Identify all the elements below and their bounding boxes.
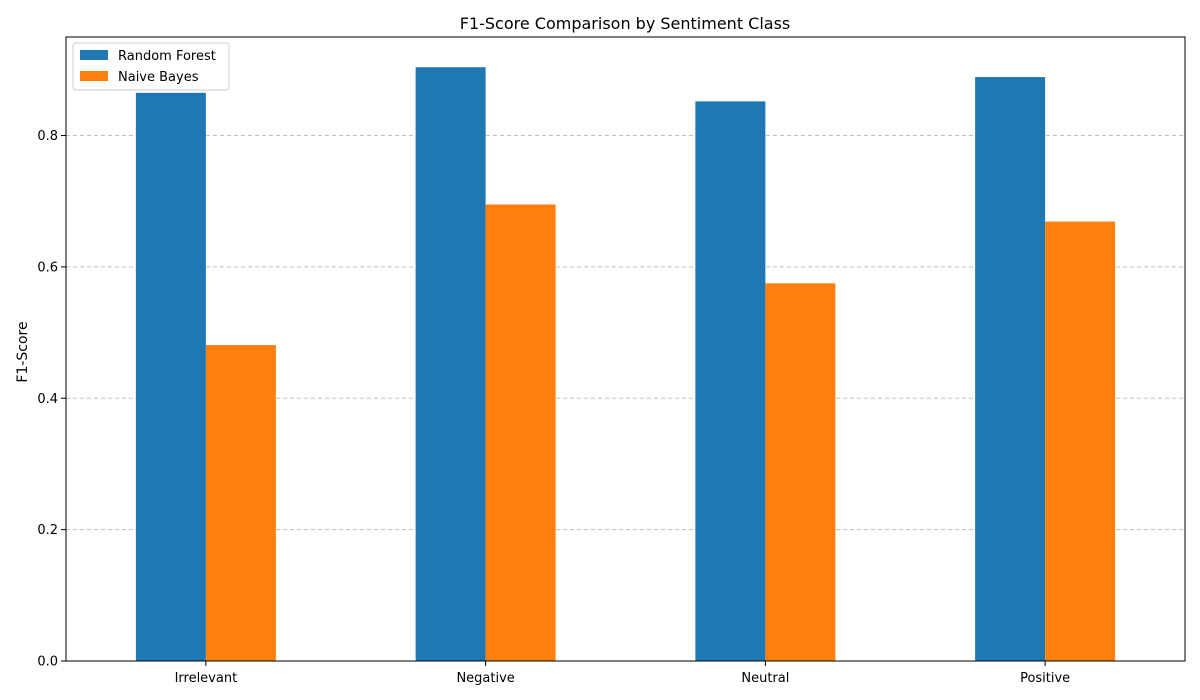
y-axis-ticks: 0.0 0.2 0.4 0.6 0.8 [37, 129, 66, 670]
bar-naive-bayes-positive [1045, 221, 1116, 661]
y-tick-label: 0.6 [37, 260, 58, 275]
bar-random-forest-irrelevant [135, 92, 206, 661]
legend-swatch-random-forest [80, 50, 108, 60]
bar-naive-bayes-irrelevant [205, 345, 276, 661]
legend-label-random-forest: Random Forest [118, 49, 216, 64]
bar-naive-bayes-negative [485, 204, 556, 661]
x-axis-ticks: Irrelevant Negative Neutral Positive [175, 661, 1070, 686]
legend: Random Forest Naive Bayes [72, 42, 230, 91]
y-tick-label: 0.0 [37, 655, 58, 670]
legend-label-naive-bayes: Naive Bayes [118, 70, 199, 85]
x-tick-label-irrelevant: Irrelevant [175, 671, 238, 686]
legend-box [72, 42, 230, 91]
bar-random-forest-positive [975, 77, 1046, 661]
x-tick-label-neutral: Neutral [741, 671, 789, 686]
y-tick-label: 0.4 [37, 392, 58, 407]
bar-naive-bayes-neutral [765, 283, 836, 661]
bars [135, 67, 1116, 662]
y-axis-label: F1-Score [15, 321, 31, 382]
bar-random-forest-neutral [695, 101, 766, 661]
x-tick-label-positive: Positive [1020, 671, 1070, 686]
y-tick-label: 0.2 [37, 523, 58, 538]
chart-title: F1-Score Comparison by Sentiment Class [460, 14, 791, 33]
legend-swatch-naive-bayes [80, 71, 108, 81]
bar-random-forest-negative [415, 67, 486, 662]
plot-frame [65, 36, 1186, 662]
y-tick-label: 0.8 [37, 129, 58, 144]
x-tick-label-negative: Negative [456, 671, 514, 686]
